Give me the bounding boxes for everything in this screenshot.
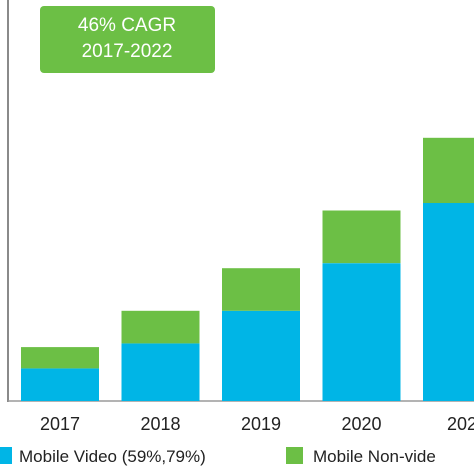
legend-label-nonvideo: Mobile Non-vide: [313, 447, 436, 466]
x-tick-label: 2018: [140, 414, 180, 434]
bar-nonvideo-2017: [21, 347, 99, 369]
legend-swatch-video: [0, 447, 12, 464]
x-tick-group: 2017 2018 2019 2020 202: [40, 414, 474, 434]
bar-video-2019: [222, 310, 300, 401]
x-tick-label: 202: [447, 414, 474, 434]
bars-group: [21, 137, 474, 401]
x-tick-label: 2017: [40, 414, 80, 434]
bar-video-2022: [423, 203, 474, 401]
bar-nonvideo-2022: [423, 137, 474, 203]
bar-nonvideo-2018: [121, 310, 200, 344]
cagr-badge: [40, 6, 215, 73]
legend-label-video: Mobile Video (59%,79%): [19, 447, 206, 466]
legend-swatch-nonvideo: [286, 447, 303, 464]
bar-video-2017: [21, 368, 99, 401]
cagr-line-1: 46% CAGR: [78, 15, 176, 36]
cagr-line-2: 2017-2022: [82, 41, 173, 62]
bar-nonvideo-2019: [222, 268, 300, 311]
x-tick-label: 2019: [241, 414, 281, 434]
bar-video-2020: [322, 263, 401, 401]
bar-nonvideo-2020: [322, 210, 401, 264]
x-tick-label: 2020: [341, 414, 381, 434]
bar-video-2018: [121, 343, 200, 401]
